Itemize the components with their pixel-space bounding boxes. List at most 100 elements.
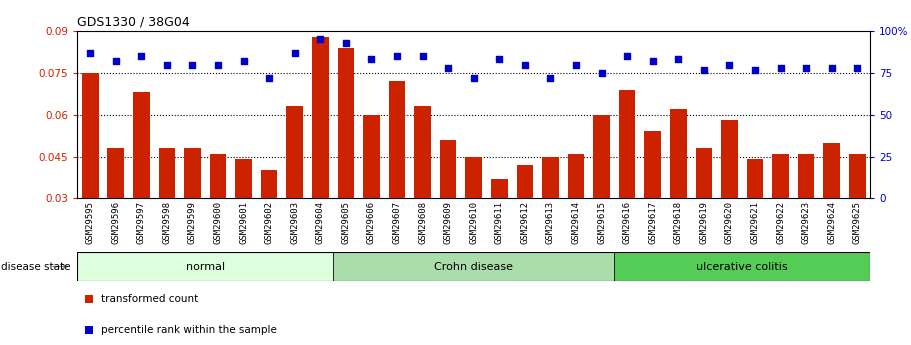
Text: GSM29605: GSM29605 (342, 201, 351, 244)
Bar (235, 159, 252, 198)
Point (850, 65, 865, 71)
Text: GSM29600: GSM29600 (213, 201, 222, 244)
Point (619, 53, 634, 59)
Point (313, 37, 328, 42)
Text: GSM29609: GSM29609 (444, 201, 453, 244)
Bar (722, 120, 738, 198)
Text: Crohn disease: Crohn disease (435, 262, 513, 272)
Bar (312, 37, 329, 198)
Bar (619, 90, 636, 198)
Text: GSM29598: GSM29598 (162, 201, 171, 244)
Text: disease state: disease state (1, 262, 70, 272)
Text: GSM29625: GSM29625 (853, 201, 862, 244)
Bar (695, 148, 712, 198)
Point (466, 75, 481, 81)
Text: GSM29610: GSM29610 (469, 201, 478, 244)
Point (236, 58, 251, 64)
Point (492, 57, 507, 62)
Bar (415, 106, 431, 198)
Bar (286, 106, 303, 198)
Text: GSM29606: GSM29606 (367, 201, 376, 244)
Text: GSM29619: GSM29619 (700, 201, 709, 244)
FancyBboxPatch shape (333, 252, 614, 281)
Bar (440, 140, 456, 198)
Bar (491, 179, 507, 198)
Point (415, 53, 430, 59)
Bar (133, 92, 149, 198)
Bar (184, 148, 200, 198)
FancyBboxPatch shape (77, 252, 333, 281)
Text: GSM29622: GSM29622 (776, 201, 785, 244)
Point (210, 62, 225, 67)
Text: GSM29623: GSM29623 (802, 201, 811, 244)
Bar (773, 154, 789, 198)
Point (159, 62, 174, 67)
Bar (261, 170, 278, 198)
Bar (824, 142, 840, 198)
FancyBboxPatch shape (614, 252, 870, 281)
Point (390, 53, 404, 59)
Text: GSM29620: GSM29620 (725, 201, 734, 244)
Point (83, 50, 97, 56)
Bar (542, 157, 558, 198)
Point (364, 57, 379, 62)
Text: GSM29607: GSM29607 (393, 201, 402, 244)
Point (568, 62, 583, 67)
Text: GSM29613: GSM29613 (546, 201, 555, 244)
Point (799, 65, 814, 71)
Point (261, 75, 276, 81)
Bar (82, 73, 98, 198)
Bar (798, 154, 814, 198)
Bar (466, 157, 482, 198)
Text: GSM29608: GSM29608 (418, 201, 427, 244)
Text: GSM29611: GSM29611 (495, 201, 504, 244)
Bar (747, 159, 763, 198)
Text: normal: normal (186, 262, 225, 272)
Point (748, 67, 763, 72)
Bar (593, 115, 609, 198)
Text: ulcerative colitis: ulcerative colitis (696, 262, 788, 272)
Text: GSM29601: GSM29601 (239, 201, 248, 244)
Point (722, 62, 737, 67)
Point (339, 40, 353, 46)
Point (134, 53, 148, 59)
Text: GSM29615: GSM29615 (597, 201, 606, 244)
Point (441, 65, 456, 71)
Bar (517, 165, 533, 198)
Text: GSM29602: GSM29602 (265, 201, 273, 244)
Text: GSM29599: GSM29599 (188, 201, 197, 244)
Bar (849, 154, 865, 198)
Bar (107, 148, 124, 198)
Text: GSM29604: GSM29604 (316, 201, 325, 244)
Bar (644, 131, 661, 198)
Bar (159, 148, 175, 198)
Bar (670, 109, 687, 198)
Text: GDS1330 / 38G04: GDS1330 / 38G04 (77, 16, 190, 29)
Point (645, 58, 660, 64)
Bar (338, 48, 354, 198)
Point (543, 75, 558, 81)
Point (697, 67, 711, 72)
Point (824, 65, 839, 71)
Point (594, 70, 609, 76)
Text: GSM29617: GSM29617 (649, 201, 657, 244)
Text: GSM29603: GSM29603 (291, 201, 299, 244)
Point (288, 50, 302, 56)
Point (773, 65, 788, 71)
Bar (568, 154, 584, 198)
Bar (210, 154, 226, 198)
Text: GSM29616: GSM29616 (622, 201, 631, 244)
Point (671, 57, 686, 62)
Text: GSM29624: GSM29624 (827, 201, 836, 244)
Point (108, 58, 123, 64)
Text: GSM29621: GSM29621 (751, 201, 760, 244)
Text: GSM29612: GSM29612 (520, 201, 529, 244)
Text: percentile rank within the sample: percentile rank within the sample (101, 325, 277, 335)
Bar (389, 81, 405, 198)
Text: GSM29596: GSM29596 (111, 201, 120, 244)
Point (517, 62, 532, 67)
Text: GSM29595: GSM29595 (86, 201, 95, 244)
Text: GSM29618: GSM29618 (674, 201, 682, 244)
Text: GSM29597: GSM29597 (137, 201, 146, 244)
Text: transformed count: transformed count (101, 294, 199, 304)
